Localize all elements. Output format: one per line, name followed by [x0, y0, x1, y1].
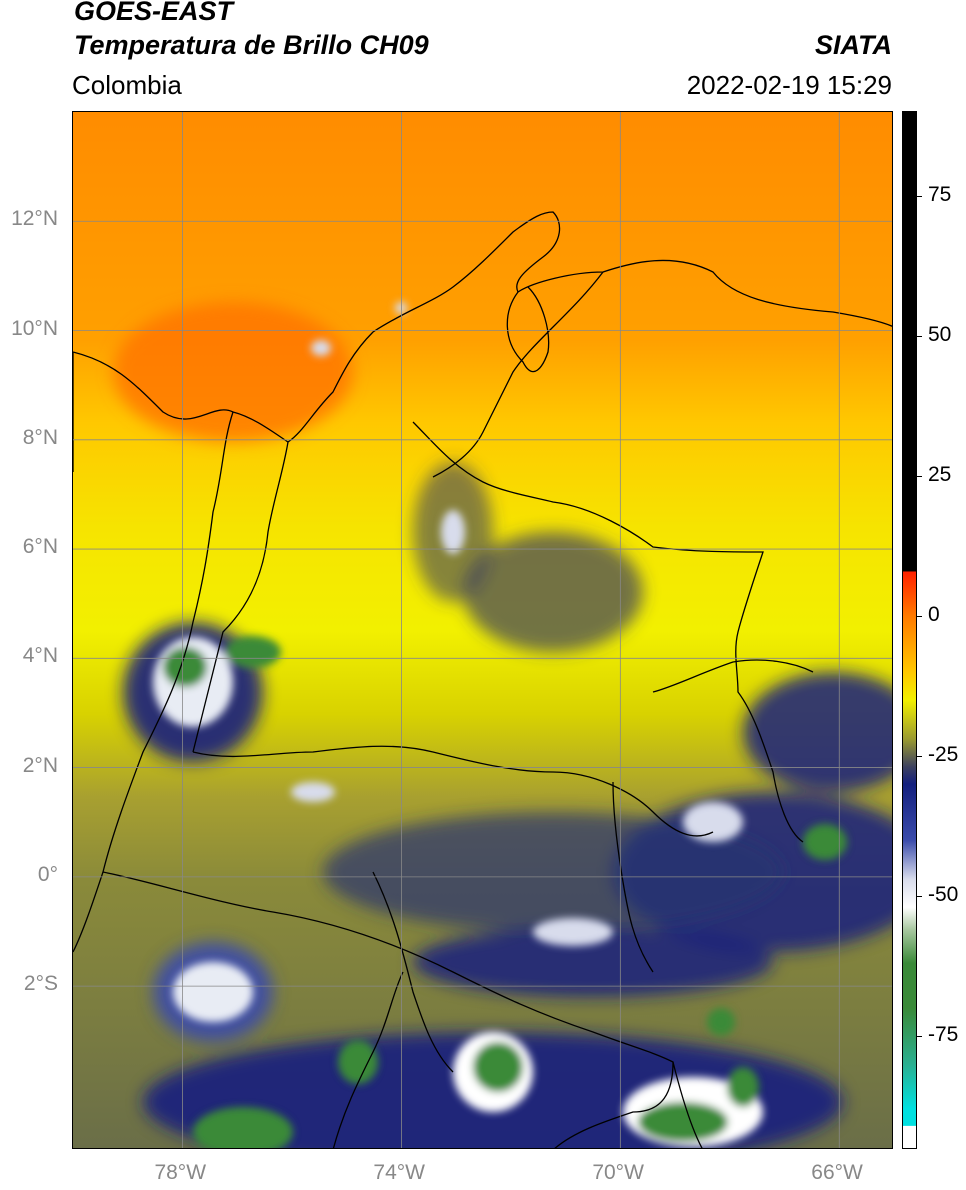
lon-tick-label: 74°W: [373, 1161, 425, 1184]
map-canvas: [73, 112, 892, 1148]
gridlines: [73, 112, 892, 1148]
colorbar-tick: [917, 755, 922, 757]
colorbar-tick-label: 75: [928, 183, 952, 206]
lat-tick-label: 0°: [37, 862, 58, 886]
colorbar-tick: [917, 195, 922, 197]
agency-label: SIATA: [815, 30, 892, 60]
lat-tick-label: 2°N: [22, 753, 58, 777]
lat-tick-label: 4°N: [22, 644, 58, 668]
lat-tick-label: 6°N: [22, 535, 58, 559]
datetime-label: 2022-02-19 15:29: [686, 70, 892, 100]
colorbar-tick-label: 50: [928, 323, 952, 346]
colorbar-tick: [917, 1035, 922, 1037]
colorbar-tick-label: -75: [928, 1023, 959, 1046]
colorbar-tick-label: 0: [928, 603, 940, 626]
lat-tick-label: 2°S: [23, 972, 58, 996]
colorbar-tick: [917, 475, 922, 477]
lat-tick-label: 10°N: [11, 316, 58, 340]
product-title: Temperatura de Brillo CH09: [74, 30, 429, 60]
lat-tick-label: 8°N: [22, 425, 58, 449]
colorbar: [902, 111, 917, 1149]
lon-tick-label: 78°W: [154, 1161, 207, 1184]
colorbar-tick-label: -50: [928, 883, 959, 906]
colorbar-tick: [917, 335, 922, 337]
cold-cloud-tops: [153, 302, 847, 1148]
satellite-map[interactable]: [72, 111, 893, 1149]
colorbar-tick: [917, 895, 922, 897]
satellite-title: GOES-EAST: [74, 0, 234, 26]
lat-tick-label: 12°N: [11, 207, 58, 231]
colorbar-tick-label: 25: [928, 463, 952, 486]
borders: [73, 211, 892, 1148]
lon-tick-label: 70°W: [592, 1161, 644, 1184]
region-label: Colombia: [72, 70, 182, 100]
lon-tick-label: 66°W: [811, 1161, 863, 1184]
colorbar-tick-label: -25: [928, 743, 959, 766]
colorbar-canvas: [903, 112, 916, 1148]
colorbar-tick: [917, 615, 922, 617]
